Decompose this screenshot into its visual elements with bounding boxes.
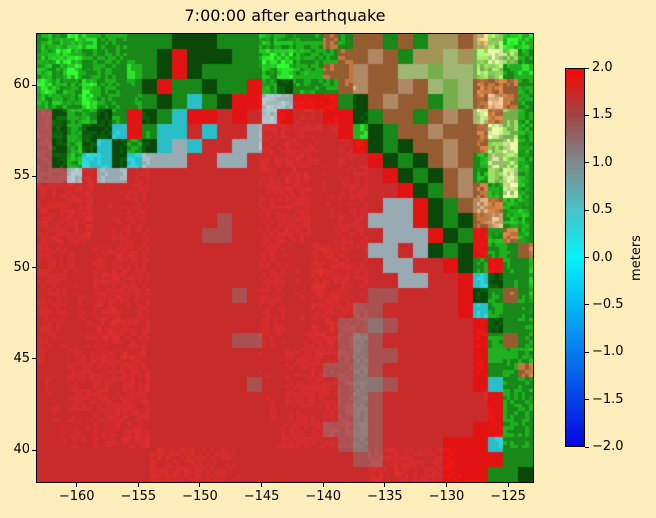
- colorbar-tick: [585, 67, 589, 69]
- x-axis-tick-label: −160: [58, 489, 95, 504]
- x-axis-tick: [261, 483, 263, 487]
- colorbar-tick-label: 0.5: [592, 202, 613, 218]
- colorbar: [565, 68, 585, 447]
- colorbar-tick-label: 1.5: [592, 107, 613, 123]
- colorbar-tick-label: 1.0: [592, 154, 613, 170]
- x-axis-tick-label: −125: [490, 489, 526, 504]
- plot-title: 7:00:00 after earthquake: [184, 6, 386, 25]
- y-axis-tick: [32, 175, 36, 177]
- x-axis-tick-label: −140: [305, 489, 342, 504]
- y-axis-tick: [32, 449, 36, 451]
- map-axes: [36, 33, 534, 483]
- y-axis-tick: [32, 267, 36, 269]
- y-axis-tick-label: 40: [13, 442, 30, 458]
- x-axis-tick: [507, 483, 509, 487]
- y-axis-tick: [32, 358, 36, 360]
- colorbar-tick-label: −1.5: [592, 391, 624, 407]
- colorbar-tick-label: 0.0: [592, 249, 613, 265]
- y-axis-tick-label: 55: [13, 168, 30, 184]
- x-axis-tick: [384, 483, 386, 487]
- colorbar-tick: [585, 209, 589, 211]
- y-axis-tick-label: 45: [13, 350, 30, 366]
- x-axis-tick: [445, 483, 447, 487]
- colorbar-tick: [585, 114, 589, 116]
- x-axis-tick-label: −155: [120, 489, 157, 504]
- colorbar-tick: [585, 351, 589, 353]
- colorbar-tick: [585, 162, 589, 164]
- tsunami-map-image: [37, 34, 533, 482]
- x-axis-tick: [322, 483, 324, 487]
- colorbar-tick-label: −0.5: [592, 296, 624, 312]
- x-axis-tick-label: −130: [428, 489, 465, 504]
- x-axis-tick: [199, 483, 201, 487]
- colorbar-tick: [585, 446, 589, 448]
- y-axis-tick: [32, 84, 36, 86]
- colorbar-tick-label: −1.0: [592, 344, 624, 360]
- y-axis-tick-label: 50: [13, 259, 30, 275]
- colorbar-tick: [585, 257, 589, 258]
- x-axis-tick-label: −150: [182, 489, 218, 504]
- colorbar-tick-label: 2.0: [592, 60, 613, 75]
- y-axis-tick-label: 60: [13, 77, 30, 93]
- x-axis-tick: [76, 483, 78, 487]
- colorbar-tick-label: −2.0: [592, 439, 624, 454]
- colorbar-tick: [585, 304, 589, 306]
- x-axis-tick: [137, 483, 139, 487]
- x-axis-tick-label: −145: [243, 489, 280, 504]
- colorbar-tick: [585, 399, 589, 401]
- x-axis-tick-label: −135: [366, 489, 403, 504]
